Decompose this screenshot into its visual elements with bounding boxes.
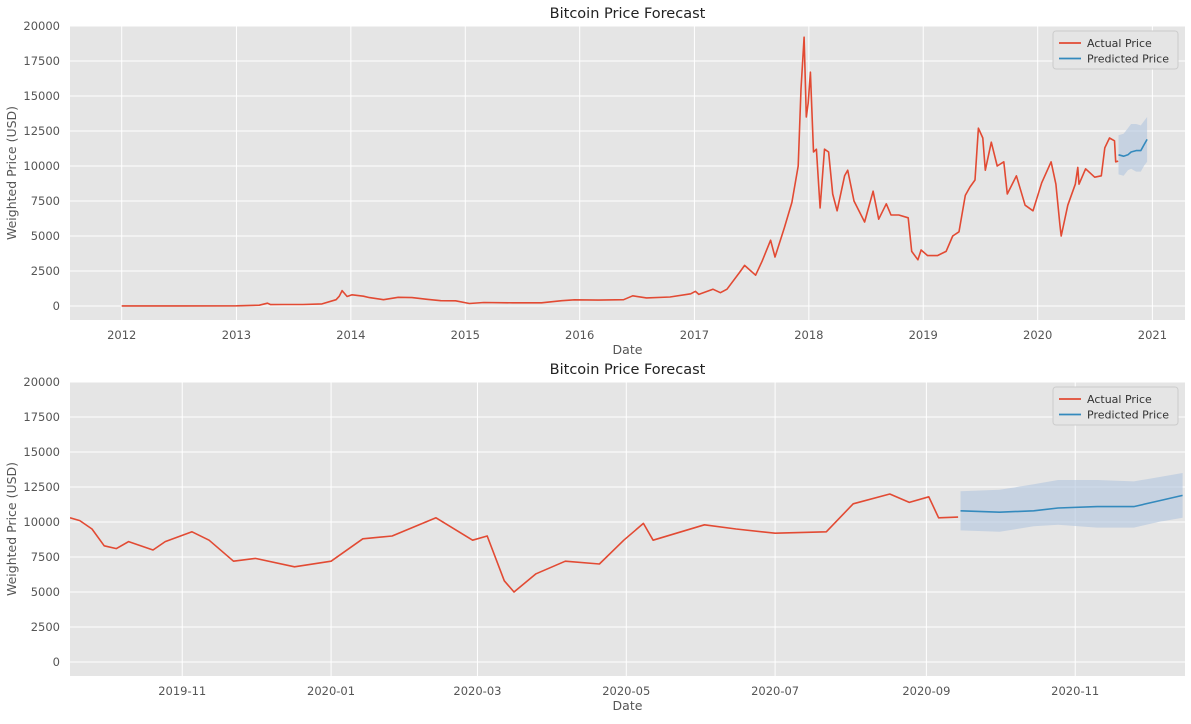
chart-2-y-tick-label: 0 (53, 655, 60, 669)
chart-2-y-tick-label: 15000 (23, 445, 60, 459)
chart-1-legend-label: Actual Price (1087, 37, 1152, 50)
chart-2-x-tick-label: 2019-11 (158, 684, 206, 698)
chart-1-plot-area (70, 26, 1185, 320)
chart-1-x-axis-label: Date (613, 342, 643, 357)
chart-1-x-tick-label: 2013 (222, 328, 251, 342)
chart-2-legend: Actual Price Predicted Price (1052, 386, 1179, 426)
chart-1-x-tick-label: 2015 (451, 328, 480, 342)
chart-1-predicted-price-line (1118, 139, 1148, 157)
chart-2-legend-label: Predicted Price (1087, 409, 1169, 422)
chart-2-legend-label: Actual Price (1087, 393, 1152, 406)
chart-1-y-tick-label: 7500 (31, 194, 60, 208)
chart-2-x-tick-label: 2020-11 (1051, 684, 1099, 698)
chart-1-data-layer (121, 36, 1148, 307)
chart-2-actual-price-line (70, 493, 959, 593)
chart-1-actual-price-line (121, 36, 1119, 307)
chart-2-x-tick-label: 2020-03 (453, 684, 501, 698)
chart-1-y-tick-label: 10000 (23, 159, 60, 173)
chart-2-y-tick-label: 12500 (23, 480, 60, 494)
chart-2-predicted-price-line (960, 494, 1183, 513)
chart-1-x-tick-label: 2017 (680, 328, 709, 342)
chart-2-x-axis-label: Date (613, 698, 643, 713)
chart-2-data-layer (70, 473, 1183, 593)
chart-1-y-tick-label: 17500 (23, 54, 60, 68)
chart-2-x-tick-label: 2020-09 (902, 684, 950, 698)
chart-2-y-tick-label: 7500 (31, 550, 60, 564)
chart-1-y-tick-label: 15000 (23, 89, 60, 103)
chart-1-y-tick-label: 20000 (23, 19, 60, 33)
chart-1-y-tick-label: 2500 (31, 264, 60, 278)
chart-1-x-tick-label: 2020 (1023, 328, 1052, 342)
chart-2-x-tick-label: 2020-01 (307, 684, 355, 698)
chart-2-y-tick-label: 2500 (31, 620, 60, 634)
chart-1-legend: Actual Price Predicted Price (1052, 30, 1179, 70)
chart-2-plot-area (70, 382, 1185, 676)
chart-2-plot: 0 2500 5000 7500 10000 12500 15000 17500 20000 20… (4, 362, 1185, 713)
chart-2-predicted-price-confidence-band (960, 473, 1183, 532)
chart-2-title: Bitcoin Price Forecast (550, 362, 706, 378)
chart-2-y-axis-label: Weighted Price (USD) (4, 462, 19, 596)
chart-1-y-axis-label: Weighted Price (USD) (4, 106, 19, 240)
chart-1-x-tick-label: 2018 (794, 328, 823, 342)
chart-1-y-tick-label: 5000 (31, 229, 60, 243)
chart-1-plot: 0 2500 5000 7500 10000 12500 15000 17500 20000 20… (4, 6, 1185, 357)
chart-1-x-tick-label: 2019 (909, 328, 938, 342)
chart-1-y-tick-label: 12500 (23, 124, 60, 138)
chart-2-y-tick-label: 20000 (23, 375, 60, 389)
chart-1-x-tick-label: 2021 (1138, 328, 1167, 342)
chart-1-x-tick-label: 2012 (107, 328, 136, 342)
chart-1-title: Bitcoin Price Forecast (550, 6, 706, 22)
chart-1-predicted-price-confidence-band (1118, 117, 1148, 176)
chart-1-x-tick-label: 2016 (565, 328, 594, 342)
chart-1-y-tick-label: 0 (53, 299, 60, 313)
chart-2-y-tick-label: 5000 (31, 585, 60, 599)
chart-1-legend-box (1052, 30, 1179, 70)
chart-1-legend-label: Predicted Price (1087, 53, 1169, 66)
chart-2-x-tick-label: 2020-07 (751, 684, 799, 698)
chart-2-x-tick-label: 2020-05 (602, 684, 650, 698)
chart-2-y-tick-label: 10000 (23, 515, 60, 529)
chart-1-x-tick-label: 2014 (336, 328, 365, 342)
chart-2-legend-box (1052, 386, 1179, 426)
chart-2-y-tick-label: 17500 (23, 410, 60, 424)
